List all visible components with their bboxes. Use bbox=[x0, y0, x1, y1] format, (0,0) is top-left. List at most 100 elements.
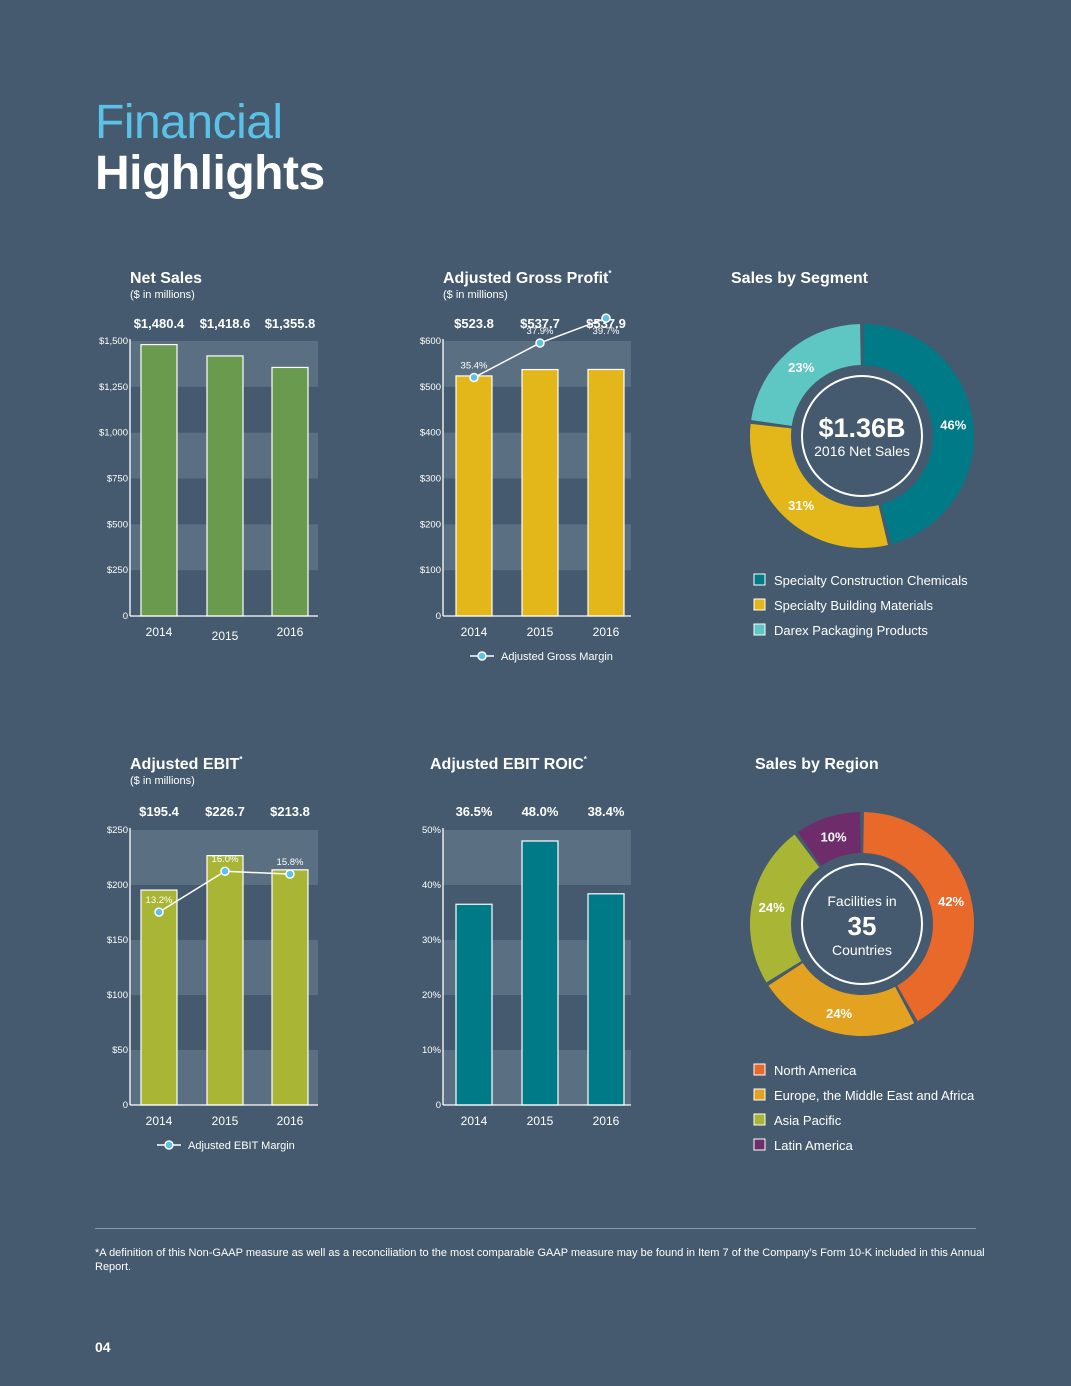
sales_by_region-legend-label: North America bbox=[774, 1063, 857, 1078]
ebit-bar bbox=[206, 855, 244, 1106]
sales_by_segment-legend-label: Darex Packaging Products bbox=[774, 623, 928, 638]
sales_by_region-chart: Sales by Region 42% 24% 24% 10% Facilities in… bbox=[750, 756, 975, 1153]
sales_by_segment-slice bbox=[750, 423, 888, 548]
roic-value-label: 48.0% bbox=[522, 804, 559, 819]
sales_by_segment-legend-swatch bbox=[753, 623, 766, 636]
sales_by_segment-legend-label: Specialty Construction Chemicals bbox=[774, 573, 968, 588]
sales_by_region-slice bbox=[863, 812, 974, 1022]
gross_profit-x-label: 2015 bbox=[527, 625, 554, 639]
net_sales-bar bbox=[206, 355, 244, 617]
sales_by_region-legend-swatch bbox=[753, 1113, 766, 1126]
net_sales-bar bbox=[271, 366, 309, 617]
gross_profit-ytick-label: $100 bbox=[420, 565, 441, 576]
gross_profit-value-label: $537.9 bbox=[586, 316, 626, 331]
gross_profit-x-label: 2014 bbox=[461, 625, 488, 639]
ebit-value-label: $195.4 bbox=[139, 804, 180, 819]
sales_by_region-legend-swatch bbox=[753, 1088, 766, 1101]
net_sales-value-label: $1,480.4 bbox=[134, 316, 185, 331]
roic-value-label: 38.4% bbox=[588, 804, 625, 819]
net_sales-ytick-label: 0 bbox=[123, 611, 128, 622]
sales_by_segment-slice-label: 23% bbox=[788, 360, 814, 375]
roic-x-label: 2014 bbox=[461, 1114, 488, 1128]
gross_profit-bar bbox=[587, 368, 625, 617]
sales_by_segment-slice-label: 46% bbox=[940, 417, 966, 432]
ebit-margin-label: 16.0% bbox=[212, 854, 239, 865]
net_sales-ytick-label: $1,500 bbox=[99, 336, 128, 347]
net_sales-value-label: $1,355.8 bbox=[265, 316, 316, 331]
sales_by_region-center-sub: Countries bbox=[832, 942, 892, 958]
sales_by_region-slice bbox=[768, 963, 915, 1036]
sales_by_region-slice bbox=[797, 812, 861, 866]
net_sales-ytick-label: $1,250 bbox=[99, 382, 128, 393]
footnote-divider bbox=[95, 1228, 976, 1229]
gross_profit-ytick-label: $300 bbox=[420, 474, 441, 485]
net_sales-subtitle: ($ in millions) bbox=[130, 289, 195, 301]
page-title-line1: Financial bbox=[95, 96, 283, 149]
net_sales-ytick-label: $750 bbox=[107, 474, 128, 485]
sales_by_region-center-main: 35 bbox=[848, 911, 877, 941]
sales_by_region-slice-label: 24% bbox=[826, 1006, 852, 1021]
net_sales-value-label: $1,418.6 bbox=[200, 316, 251, 331]
gross_profit-bar bbox=[455, 375, 493, 617]
roic-ytick-label: 10% bbox=[422, 1045, 442, 1056]
sales_by_segment-center-ring bbox=[801, 375, 923, 497]
sales_by_segment-slice bbox=[863, 324, 974, 544]
roic-ytick-label: 0 bbox=[436, 1100, 441, 1111]
roic-chart: Adjusted EBIT ROIC* 0 10% 20% 30% 40% 50% 36.5%… bbox=[422, 755, 631, 1128]
sales_by_segment-slice bbox=[751, 324, 861, 426]
sales_by_region-slice-label: 42% bbox=[938, 894, 964, 909]
sales_by_segment-legend-label: Specialty Building Materials bbox=[774, 598, 933, 613]
ebit-ytick-label: 0 bbox=[123, 1100, 128, 1111]
roic-x-label: 2015 bbox=[527, 1114, 554, 1128]
net_sales-bar bbox=[140, 343, 178, 617]
ebit-margin-point bbox=[154, 907, 164, 917]
net_sales-ytick-label: $1,000 bbox=[99, 428, 128, 439]
gross_profit-margin-point bbox=[535, 338, 545, 348]
ebit-ytick-label: $250 bbox=[107, 825, 128, 836]
net_sales-x-label: 2015 bbox=[212, 629, 239, 643]
roic-bar bbox=[587, 893, 625, 1106]
gross_profit-chart: Adjusted Gross Profit* ($ in millions) 0 $1… bbox=[420, 269, 631, 663]
gross_profit-margin-label: 37.9% bbox=[527, 326, 554, 337]
roic-ytick-label: 20% bbox=[422, 990, 442, 1001]
sales_by_region-legend-swatch bbox=[753, 1063, 766, 1076]
ebit-subtitle: ($ in millions) bbox=[130, 775, 195, 787]
roic-ytick-label: 30% bbox=[422, 935, 442, 946]
gross_profit-x-label: 2016 bbox=[593, 625, 620, 639]
gross_profit-ytick-label: $500 bbox=[420, 382, 441, 393]
net_sales-chart: Net Sales ($ in millions) 0 $250 $500 $750 $1,… bbox=[99, 270, 318, 643]
net_sales-ytick-label: $250 bbox=[107, 565, 128, 576]
footnote: *A definition of this Non-GAAP measure a… bbox=[95, 1247, 985, 1273]
net_sales-title: Net Sales bbox=[130, 270, 202, 287]
roic-bar bbox=[521, 840, 559, 1106]
gross_profit-ytick-label: $600 bbox=[420, 336, 441, 347]
gross_profit-value-label: $537.7 bbox=[520, 316, 560, 331]
sales_by_region-slice-label: 24% bbox=[759, 900, 785, 915]
page-number: 04 bbox=[95, 1339, 111, 1355]
sales_by_region-slice bbox=[750, 834, 820, 983]
gross_profit-ytick-label: $400 bbox=[420, 428, 441, 439]
gross_profit-ytick-label: 0 bbox=[436, 611, 441, 622]
ebit-ytick-label: $200 bbox=[107, 880, 128, 891]
roic-bar bbox=[455, 903, 493, 1106]
gross_profit-legend-marker bbox=[477, 651, 487, 661]
sales_by_region-legend-label: Asia Pacific bbox=[774, 1113, 842, 1128]
sales_by_segment-slice-label: 31% bbox=[788, 498, 814, 513]
sales_by_segment-center-main: $1.36B bbox=[818, 413, 905, 443]
net_sales-x-label: 2016 bbox=[277, 625, 304, 639]
gross_profit-ytick-label: $200 bbox=[420, 519, 441, 530]
page-title-line2: Highlights bbox=[95, 147, 325, 200]
ebit-ytick-label: $50 bbox=[112, 1045, 128, 1056]
roic-title: Adjusted EBIT ROIC* bbox=[430, 755, 588, 773]
roic-value-label: 36.5% bbox=[456, 804, 493, 819]
ebit-margin-point bbox=[220, 866, 230, 876]
ebit-x-label: 2014 bbox=[146, 1114, 173, 1128]
gross_profit-title-mark: * bbox=[608, 269, 612, 278]
ebit-chart: Adjusted EBIT* ($ in millions) 0 $50 $100 $15… bbox=[107, 755, 318, 1152]
roic-ytick-label: 50% bbox=[422, 825, 442, 836]
ebit-margin-label: 15.8% bbox=[277, 857, 304, 868]
roic-x-label: 2016 bbox=[593, 1114, 620, 1128]
sales_by_region-center-top: Facilities in bbox=[827, 893, 896, 909]
gross_profit-margin-label: 39.7% bbox=[593, 326, 620, 337]
